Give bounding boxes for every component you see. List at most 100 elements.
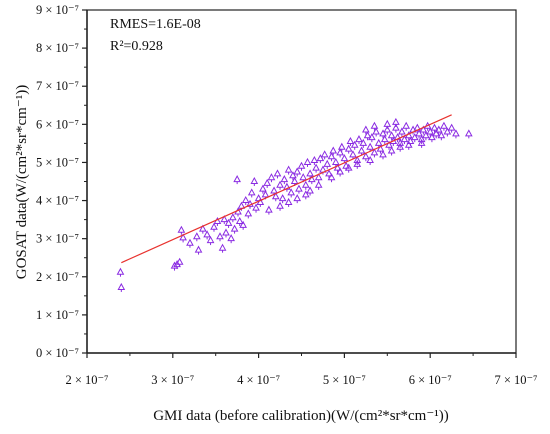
data-point — [432, 129, 441, 139]
data-point — [307, 175, 316, 185]
data-point — [392, 123, 400, 133]
data-point — [222, 228, 230, 238]
data-point — [362, 152, 370, 162]
data-point — [387, 131, 396, 141]
data-point — [387, 146, 396, 156]
data-point — [337, 142, 346, 152]
data-point — [464, 129, 473, 139]
data-point — [227, 234, 235, 244]
data-point — [447, 123, 456, 133]
data-point — [289, 171, 297, 181]
data-point — [415, 129, 423, 139]
data-point — [398, 127, 406, 137]
data-point — [303, 157, 312, 167]
data-point — [301, 180, 310, 190]
data-point — [368, 133, 376, 143]
data-point — [422, 131, 430, 141]
data-point — [170, 261, 179, 271]
data-point — [306, 186, 314, 196]
data-point — [252, 203, 260, 213]
data-point — [301, 190, 310, 200]
data-point — [350, 140, 359, 150]
data-point — [320, 150, 329, 160]
x-tick-label: 6 × 10⁻⁷ — [409, 373, 452, 387]
data-point — [267, 173, 276, 183]
data-point — [396, 142, 405, 152]
data-point — [230, 224, 239, 234]
data-point — [179, 233, 187, 243]
y-tick-label: 2 × 10⁻⁷ — [36, 270, 79, 284]
data-point — [278, 194, 287, 204]
data-point — [380, 135, 389, 145]
data-point — [312, 163, 320, 173]
data-point — [284, 197, 293, 207]
data-point — [362, 125, 370, 135]
data-point — [210, 222, 218, 232]
y-tick-label: 5 × 10⁻⁷ — [36, 155, 79, 169]
x-tick-label: 4 × 10⁻⁷ — [237, 373, 280, 387]
annotation-rmse: RMES=1.6E-08 — [110, 17, 201, 32]
data-point — [283, 182, 291, 192]
data-point — [329, 146, 338, 156]
data-point — [295, 184, 303, 194]
data-point — [259, 184, 267, 194]
data-point — [404, 140, 413, 150]
data-point — [346, 136, 355, 146]
data-point — [437, 131, 446, 141]
data-point — [216, 232, 224, 242]
data-point — [426, 127, 435, 137]
data-point — [198, 224, 207, 234]
data-point — [203, 230, 211, 240]
data-point — [116, 267, 125, 277]
data-point — [280, 175, 289, 185]
data-point — [370, 121, 379, 131]
data-point — [235, 216, 244, 227]
data-point — [400, 135, 409, 145]
data-point — [452, 129, 460, 139]
data-point — [417, 135, 426, 145]
data-point — [273, 169, 282, 179]
data-point — [239, 220, 247, 230]
data-point — [117, 282, 126, 292]
x-tick-label: 5 × 10⁻⁷ — [323, 373, 366, 387]
data-point — [233, 175, 241, 185]
data-point — [186, 238, 194, 248]
annotation-r-squared: R²=0.928 — [110, 39, 163, 54]
data-point — [284, 165, 293, 175]
data-point — [379, 129, 387, 139]
data-point — [355, 135, 363, 145]
data-point — [220, 215, 229, 225]
data-point — [310, 155, 319, 166]
data-point — [372, 127, 380, 137]
data-point — [175, 257, 184, 267]
y-axis-title: GOSAT data(W/(cm²*sr*cm⁻¹)) — [14, 85, 30, 280]
y-tick-label: 3 × 10⁻⁷ — [36, 232, 79, 246]
data-point — [314, 180, 323, 190]
data-point — [428, 133, 436, 143]
data-point — [276, 180, 284, 190]
x-tick-label: 2 × 10⁻⁷ — [65, 373, 108, 387]
data-point — [383, 119, 392, 129]
y-tick-label: 4 × 10⁻⁷ — [36, 194, 79, 208]
data-point — [263, 178, 272, 188]
y-tick-label: 1 × 10⁻⁷ — [36, 308, 79, 322]
fit-line — [121, 114, 452, 264]
data-point — [327, 152, 336, 162]
x-tick-label: 3 × 10⁻⁷ — [151, 373, 194, 387]
data-point — [385, 140, 393, 150]
data-point — [440, 121, 448, 131]
data-point — [379, 150, 387, 160]
y-tick-label: 7 × 10⁻⁷ — [36, 79, 79, 93]
data-point — [224, 218, 233, 228]
data-points — [116, 117, 473, 292]
data-point — [327, 173, 336, 183]
data-point — [353, 159, 362, 169]
data-point — [206, 236, 215, 246]
data-point — [359, 138, 368, 148]
data-point — [192, 232, 201, 242]
data-point — [246, 199, 254, 209]
data-point — [297, 161, 306, 171]
y-tick-label: 0 × 10⁻⁷ — [36, 346, 79, 360]
x-tick-label: 7 × 10⁻⁷ — [494, 373, 537, 387]
data-point — [293, 194, 302, 204]
